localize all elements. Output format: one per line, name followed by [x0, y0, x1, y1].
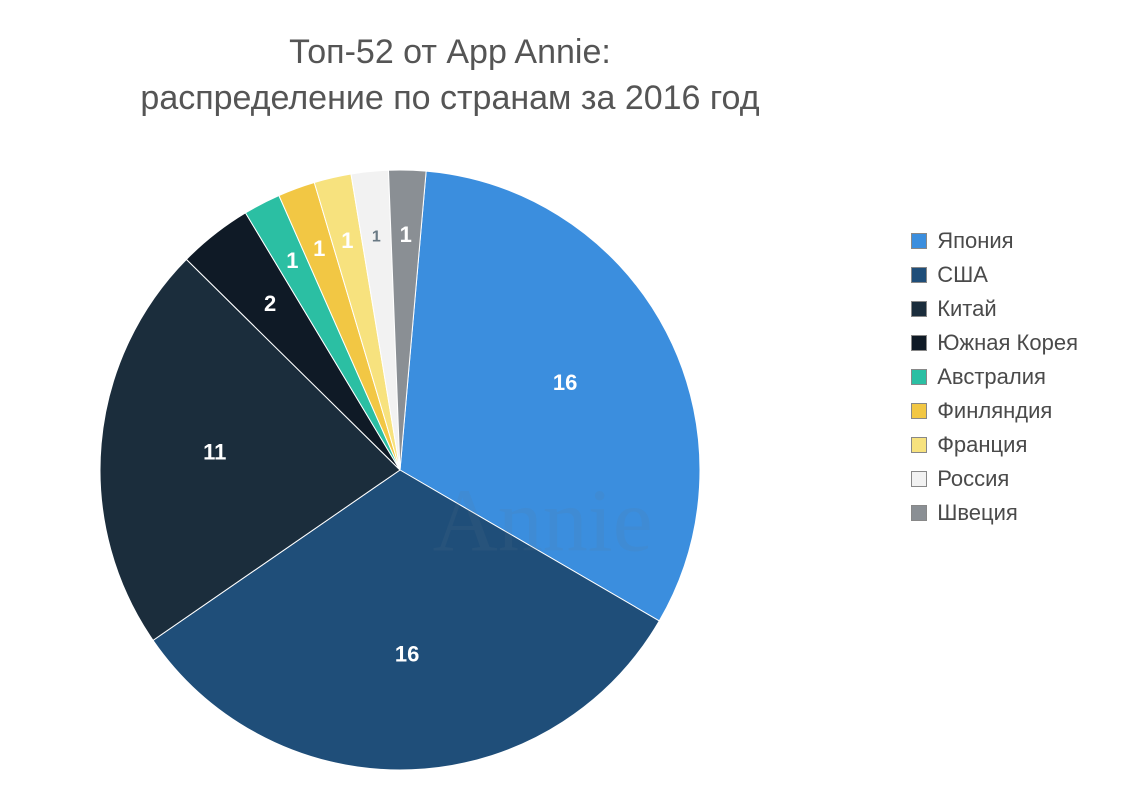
legend-item: Швеция — [911, 500, 1078, 526]
legend-swatch — [911, 369, 927, 385]
legend-label: Финляндия — [937, 398, 1052, 424]
legend-item: Австралия — [911, 364, 1078, 390]
title-line-2: распределение по странам за 2016 год — [140, 79, 759, 117]
legend-item: Южная Корея — [911, 330, 1078, 356]
legend-item: Япония — [911, 228, 1078, 254]
chart-title: Топ-52 от App Annie: распределение по ст… — [0, 30, 900, 122]
legend-item: Финляндия — [911, 398, 1078, 424]
legend-swatch — [911, 335, 927, 351]
legend-swatch — [911, 301, 927, 317]
legend-swatch — [911, 471, 927, 487]
legend-swatch — [911, 505, 927, 521]
legend-label: Австралия — [937, 364, 1046, 390]
legend-swatch — [911, 403, 927, 419]
legend-swatch — [911, 437, 927, 453]
legend: Япония США Китай Южная Корея Австралия Финлян… — [911, 220, 1078, 534]
legend-label: Япония — [937, 228, 1013, 254]
legend-item: Россия — [911, 466, 1078, 492]
legend-item: Франция — [911, 432, 1078, 458]
legend-item: Китай — [911, 296, 1078, 322]
legend-label: Франция — [937, 432, 1027, 458]
legend-label: Китай — [937, 296, 996, 322]
legend-label: Южная Корея — [937, 330, 1078, 356]
legend-label: Россия — [937, 466, 1009, 492]
legend-label: Швеция — [937, 500, 1018, 526]
pie-area: 161611211111 Annie — [80, 150, 720, 790]
title-line-1: Топ-52 от App Annie: — [289, 33, 611, 71]
pie-svg: 161611211111 — [80, 150, 720, 790]
chart-container: Топ-52 от App Annie: распределение по ст… — [0, 0, 1138, 800]
legend-swatch — [911, 233, 927, 249]
legend-item: США — [911, 262, 1078, 288]
legend-label: США — [937, 262, 988, 288]
legend-swatch — [911, 267, 927, 283]
